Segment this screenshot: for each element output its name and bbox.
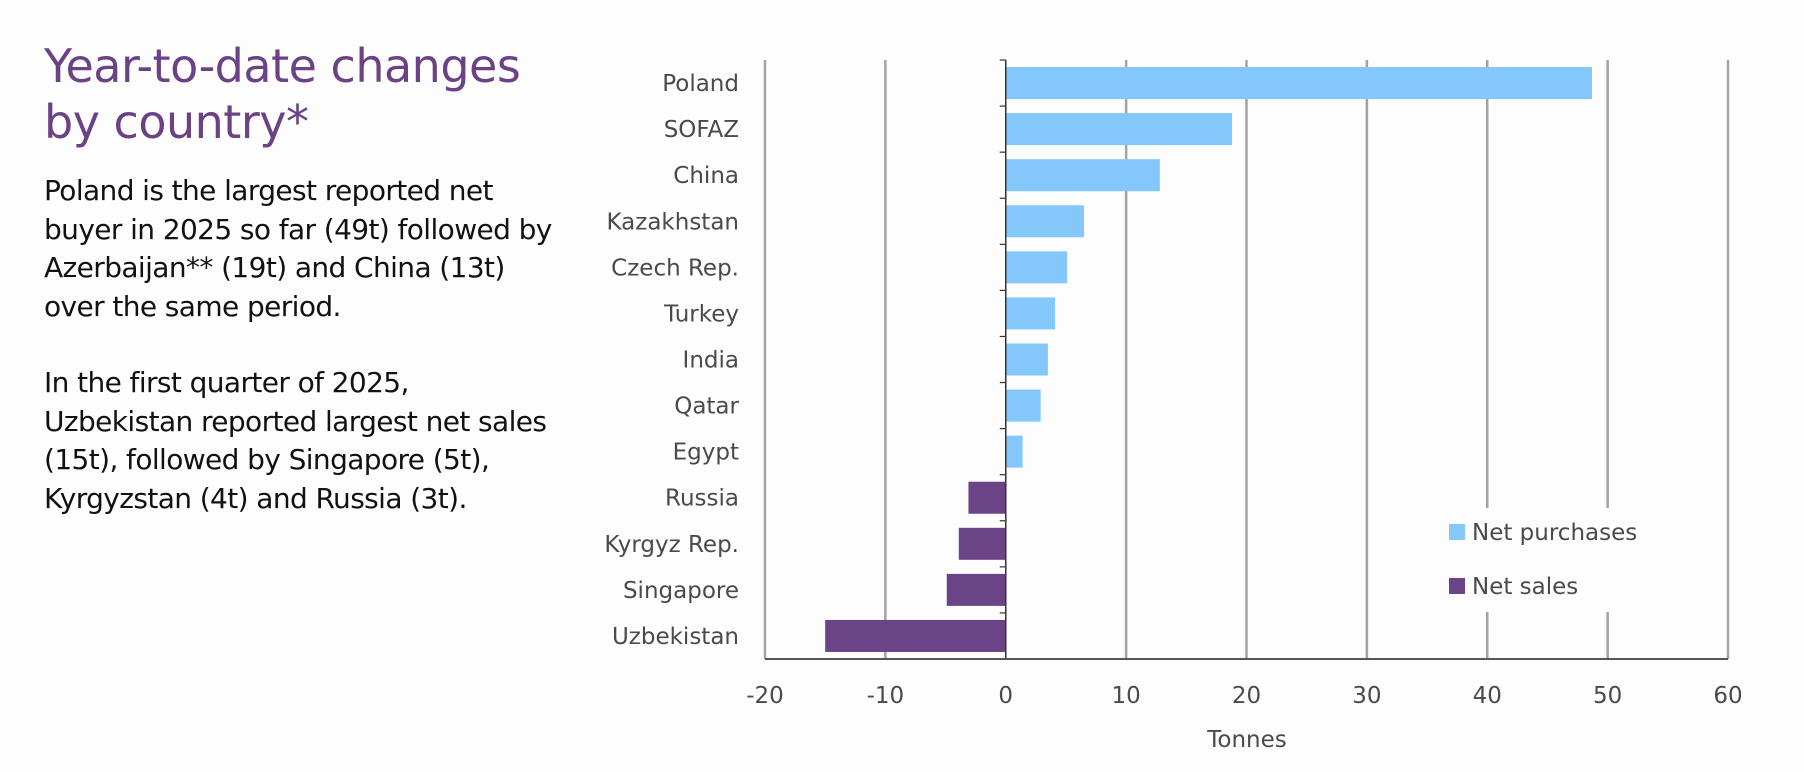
x-tick-label: 10 xyxy=(1111,683,1140,709)
bar xyxy=(1005,67,1592,100)
legend-swatch-net-sales xyxy=(1449,578,1465,594)
x-tick-label: 0 xyxy=(998,683,1013,709)
category-label: Russia xyxy=(665,486,739,512)
bar xyxy=(958,527,1006,560)
x-axis-title: Tonnes xyxy=(1206,727,1287,753)
bar xyxy=(1005,435,1023,468)
bar xyxy=(1005,205,1084,238)
intro-paragraph-2: In the first quarter of 2025, Uzbekistan… xyxy=(44,366,547,515)
category-label: China xyxy=(673,163,739,189)
category-label: Czech Rep. xyxy=(611,255,739,281)
bar xyxy=(968,481,1006,514)
intro-panel: Year-to-date changes by country* Poland … xyxy=(44,38,564,518)
bar xyxy=(1005,113,1233,146)
bar xyxy=(1005,159,1160,192)
category-label: Kazakhstan xyxy=(606,209,739,235)
legend-label-net-purchases: Net purchases xyxy=(1472,520,1637,546)
legend-swatch-net-purchases xyxy=(1449,524,1465,540)
bar xyxy=(825,619,1006,652)
category-label: India xyxy=(683,348,739,374)
bar xyxy=(1005,251,1068,284)
category-label: Turkey xyxy=(663,301,739,327)
x-tick-label: -10 xyxy=(867,683,905,709)
category-label: Qatar xyxy=(674,394,739,420)
x-tick-label: 20 xyxy=(1232,683,1261,709)
x-tick-label: 60 xyxy=(1713,683,1742,709)
x-tick-label: 40 xyxy=(1473,683,1502,709)
category-label: Egypt xyxy=(673,440,739,466)
x-tick-label: 50 xyxy=(1593,683,1622,709)
category-label: Kyrgyz Rep. xyxy=(604,532,739,558)
legend-background xyxy=(1438,508,1663,612)
intro-paragraph-1: Poland is the largest reported net buyer… xyxy=(44,174,552,323)
bar xyxy=(1005,343,1048,376)
x-tick-label: -20 xyxy=(746,683,784,709)
bar xyxy=(1005,297,1056,330)
bar xyxy=(1005,389,1041,422)
category-label: SOFAZ xyxy=(664,117,739,143)
page-title: Year-to-date changes by country* xyxy=(44,39,521,149)
bar xyxy=(946,573,1006,606)
category-label: Poland xyxy=(662,71,739,97)
legend-label-net-sales: Net sales xyxy=(1472,574,1578,600)
category-label: Uzbekistan xyxy=(612,624,739,650)
x-tick-label: 30 xyxy=(1352,683,1381,709)
category-label: Singapore xyxy=(623,578,739,604)
